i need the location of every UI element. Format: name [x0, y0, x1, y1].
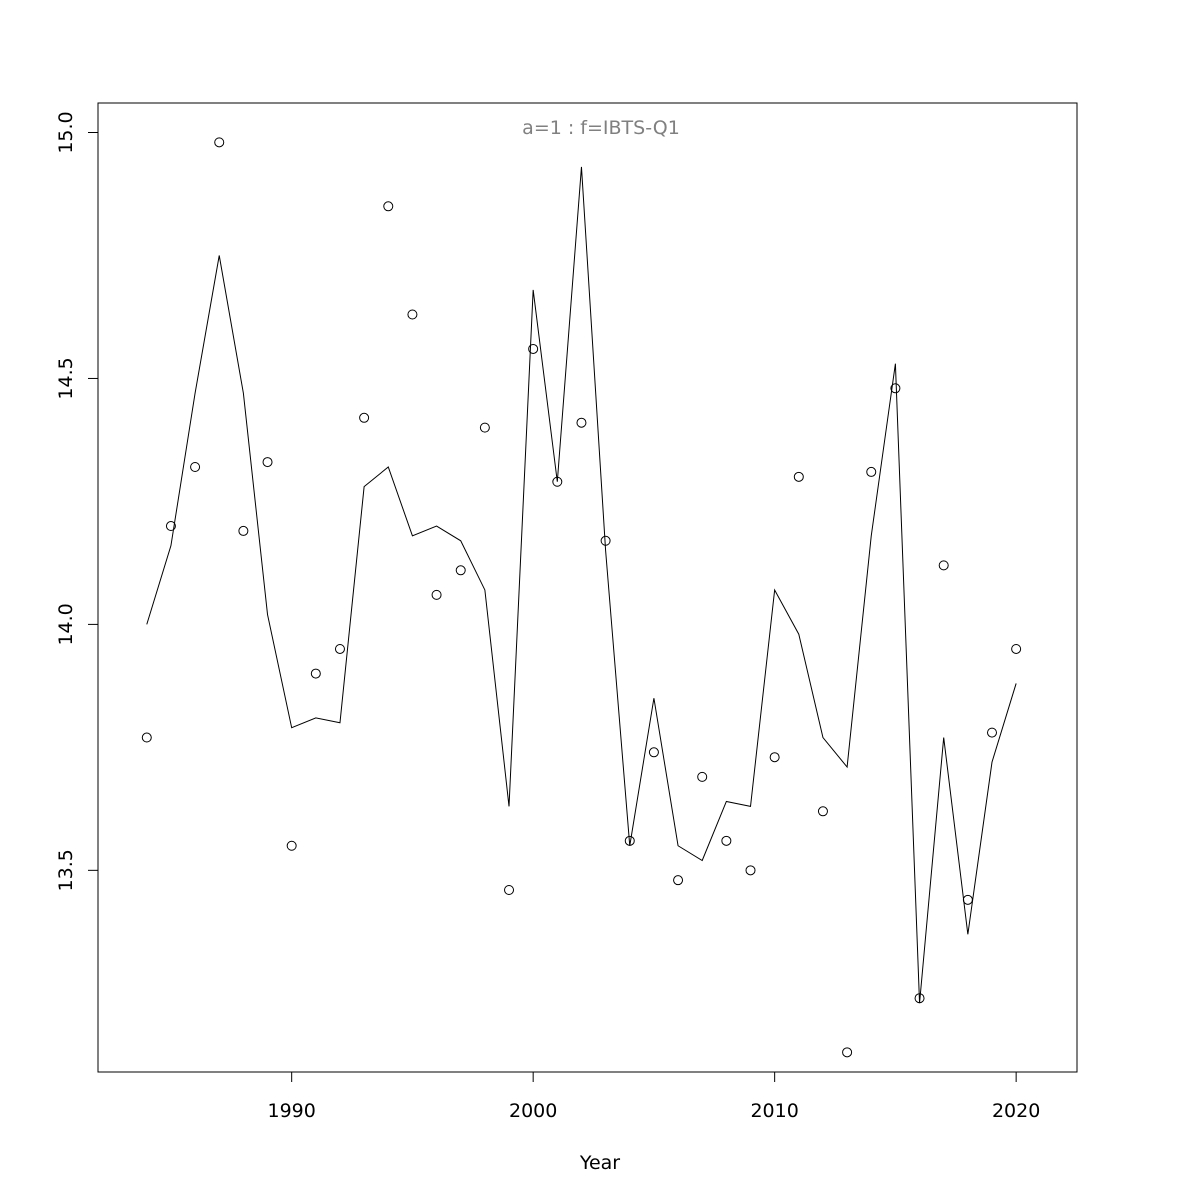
- y-tick-label: 15.0: [55, 111, 77, 153]
- data-point: [962, 894, 973, 905]
- data-point: [310, 668, 321, 679]
- x-tick-label: 2000: [509, 1100, 557, 1122]
- data-point: [552, 476, 563, 487]
- data-point: [359, 412, 370, 423]
- x-tick-label: 2010: [750, 1100, 798, 1122]
- observed-points-series: [141, 137, 1022, 1058]
- data-point: [866, 466, 877, 477]
- data-point: [624, 835, 635, 846]
- data-point: [455, 565, 466, 576]
- y-tick-label: 13.5: [55, 849, 77, 891]
- data-point: [214, 137, 225, 148]
- x-axis-label: Year: [579, 1152, 620, 1174]
- data-point: [721, 835, 732, 846]
- data-point: [165, 521, 176, 532]
- data-point: [914, 993, 925, 1004]
- x-tick-label: 2020: [992, 1100, 1040, 1122]
- data-point: [745, 865, 756, 876]
- data-point: [1011, 643, 1022, 654]
- data-point: [673, 875, 684, 886]
- data-point: [431, 589, 442, 600]
- data-point: [817, 806, 828, 817]
- data-point: [528, 343, 539, 354]
- y-axis: 13.5 14.0 14.5 15.0: [55, 111, 99, 891]
- x-tick-label: 1990: [267, 1100, 315, 1122]
- fitted-line: [146, 166, 1017, 1004]
- y-tick-label: 14.0: [55, 603, 77, 645]
- data-point: [697, 771, 708, 782]
- y-tick-label: 14.5: [55, 357, 77, 399]
- data-point: [769, 752, 780, 763]
- data-point: [987, 727, 997, 738]
- x-axis: 1990 2000 2010 2020: [267, 1071, 1040, 1122]
- data-point: [383, 201, 394, 212]
- fitted-line-series: [146, 166, 1017, 1004]
- data-point: [842, 1047, 853, 1058]
- data-point: [407, 309, 418, 320]
- data-point: [238, 525, 249, 536]
- plot-frame: [97, 102, 1078, 1073]
- data-point: [262, 457, 273, 468]
- data-point: [479, 422, 490, 433]
- data-point: [190, 461, 201, 472]
- data-point: [576, 417, 587, 428]
- data-point: [890, 383, 901, 394]
- data-point: [793, 471, 804, 482]
- data-point: [938, 560, 949, 571]
- data-point: [504, 885, 515, 896]
- data-point: [648, 747, 659, 758]
- data-point: [600, 535, 611, 546]
- chart-title: a=1 : f=IBTS-Q1: [522, 117, 680, 139]
- data-point: [286, 840, 297, 851]
- data-point: [334, 643, 345, 654]
- data-point: [141, 732, 152, 743]
